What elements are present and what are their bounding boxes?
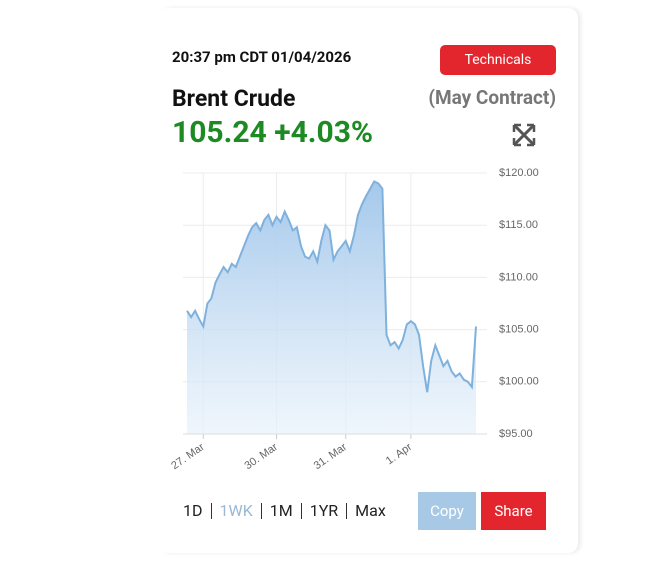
range-buttons: 1D 1WK 1M 1YR Max	[183, 503, 394, 519]
x-tick-label: 1. Apr	[384, 441, 415, 468]
line	[186, 180, 477, 393]
technicals-button[interactable]: Technicals	[440, 45, 556, 75]
y-tick-label: $115.00	[499, 219, 538, 231]
contract: (May Contract)	[428, 86, 556, 109]
price: 105.24	[172, 115, 267, 150]
x-tick-label: 31. Mar	[312, 441, 350, 472]
quote: 105.24 +4.03%	[172, 115, 373, 150]
range-button[interactable]: 1M	[260, 503, 301, 519]
fullscreen-icon[interactable]	[512, 123, 536, 147]
area	[187, 181, 476, 434]
y-tick-label: $100.00	[499, 376, 539, 388]
x-tick-label: 30. Mar	[243, 441, 281, 472]
instrument-name: Brent Crude	[172, 85, 296, 112]
copy-button[interactable]: Copy	[418, 492, 476, 530]
x-tick-label: 27. Mar	[169, 441, 207, 472]
range-button[interactable]: Max	[346, 503, 394, 519]
change: +4.03%	[274, 115, 374, 150]
y-tick-label: $110.00	[499, 271, 538, 283]
share-button[interactable]: Share	[481, 492, 546, 530]
y-tick-label: $120.00	[499, 167, 539, 179]
range-button[interactable]: 1WK	[210, 503, 261, 519]
timestamp: 20:37 pm CDT 01/04/2026	[172, 48, 352, 66]
y-tick-label: $105.00	[499, 324, 539, 336]
y-tick-label: $95.00	[499, 428, 533, 440]
range-button[interactable]: 1D	[183, 501, 203, 520]
range-button[interactable]: 1YR	[300, 503, 346, 519]
